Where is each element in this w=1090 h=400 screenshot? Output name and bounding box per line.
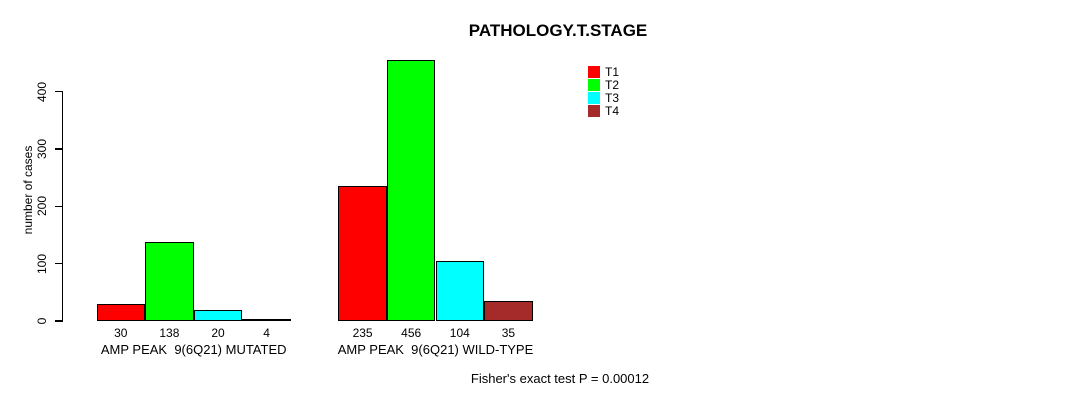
- legend: T1 T2 T3 T4: [588, 66, 619, 118]
- legend-item-T3: T3: [588, 92, 619, 104]
- bar-value-label: 104: [449, 326, 470, 340]
- y-tick: [54, 148, 62, 150]
- legend-swatch-T1: [588, 66, 600, 78]
- legend-swatch-T3: [588, 92, 600, 104]
- bar-T3-group1: [193, 309, 243, 321]
- y-axis-line: [61, 90, 63, 322]
- bar-value-label: 20: [211, 326, 225, 340]
- legend-item-T4: T4: [588, 105, 619, 117]
- legend-label-T4: T4: [605, 104, 620, 118]
- legend-swatch-T2: [588, 79, 600, 91]
- bar-T2-group1: [145, 241, 194, 321]
- fisher-test-annotation: Fisher's exact test P = 0.00012: [470, 371, 650, 386]
- y-tick-label: 0: [35, 317, 49, 325]
- bar-T2-group2: [386, 59, 436, 321]
- legend-swatch-T4: [588, 105, 600, 117]
- legend-label-T1: T1: [605, 65, 620, 79]
- x-category-label: AMP PEAK 9(6Q21) WILD-TYPE: [337, 342, 534, 357]
- bar-T3-group2: [435, 261, 485, 321]
- legend-item-T2: T2: [588, 79, 619, 91]
- legend-label-T2: T2: [605, 78, 620, 92]
- x-category-label: AMP PEAK 9(6Q21) MUTATED: [100, 342, 287, 357]
- legend-item-T1: T1: [588, 66, 619, 78]
- bar-value-label: 30: [114, 326, 128, 340]
- y-tick-label: 200: [35, 196, 49, 217]
- legend-label-T3: T3: [605, 91, 620, 105]
- bar-value-label: 456: [401, 326, 422, 340]
- y-tick-label: 400: [35, 81, 49, 102]
- bar-T1-group2: [338, 186, 387, 321]
- bar-value-label: 35: [501, 326, 516, 340]
- bar-T4-group1: [242, 318, 291, 321]
- y-tick: [54, 320, 62, 322]
- y-tick-label: 300: [35, 139, 49, 160]
- bar-value-label: 4: [263, 326, 270, 340]
- y-tick: [54, 205, 62, 208]
- y-tick-label: 100: [35, 253, 49, 274]
- bar-T1-group1: [96, 303, 146, 321]
- y-tick: [54, 262, 62, 265]
- chart-title: PATHOLOGY.T.STAGE: [468, 21, 648, 40]
- y-tick: [54, 90, 62, 93]
- bar-T4-group2: [484, 300, 533, 321]
- bar-value-label: 235: [352, 326, 373, 340]
- bar-value-label: 138: [159, 326, 180, 340]
